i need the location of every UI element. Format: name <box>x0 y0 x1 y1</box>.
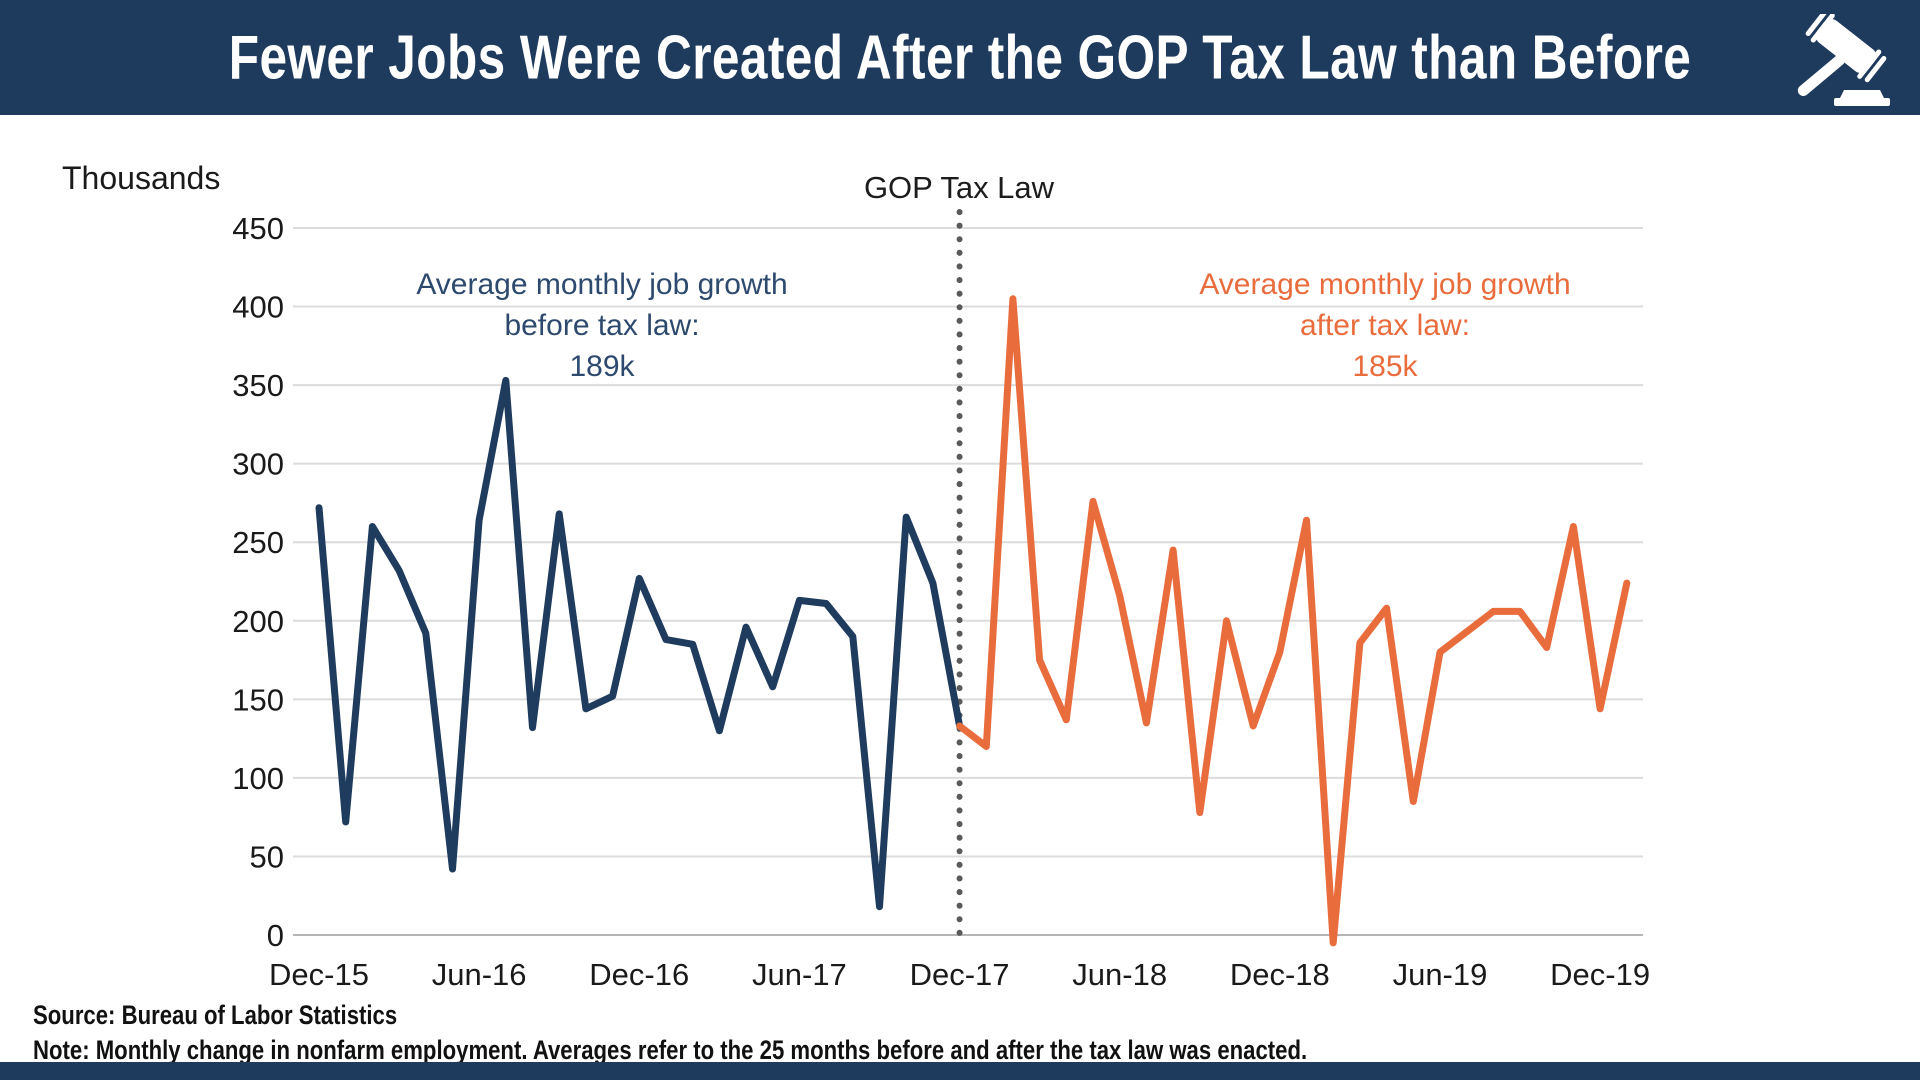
before-series-line <box>315 376 964 911</box>
x-axis-label-Jun-19: Jun-19 <box>1393 957 1488 992</box>
x-axis-label-Dec-15: Dec-15 <box>269 957 369 992</box>
y-axis-label-200: 200 <box>232 604 284 639</box>
x-axis-label-Jun-17: Jun-17 <box>752 957 847 992</box>
after-annotation-line2: after tax law: <box>1299 309 1471 342</box>
event-line-label: GOP Tax Law <box>863 170 1055 205</box>
y-axis-label-450: 450 <box>232 211 284 246</box>
y-axis-label-350: 350 <box>232 368 284 403</box>
y-axis-label-50: 50 <box>250 839 284 874</box>
x-axis-label-Dec-19: Dec-19 <box>1550 957 1650 992</box>
after-average-annotation: Average monthly job growth after tax law… <box>1115 264 1655 387</box>
after-annotation-line1: Average monthly job growth <box>1199 268 1571 301</box>
gavel-icon <box>1797 14 1890 106</box>
y-axis-label-300: 300 <box>232 447 284 482</box>
x-axis-label-Dec-17: Dec-17 <box>910 957 1010 992</box>
footer-bar <box>0 1062 1920 1080</box>
y-axis-label-100: 100 <box>232 761 284 796</box>
x-axis-label-Jun-16: Jun-16 <box>432 957 527 992</box>
x-axis-label-Dec-18: Dec-18 <box>1230 957 1330 992</box>
header-bar: Fewer Jobs Were Created After the GOP Ta… <box>0 0 1920 115</box>
page-title: Fewer Jobs Were Created After the GOP Ta… <box>228 23 1692 92</box>
before-annotation-line1: Average monthly job growth <box>416 268 788 301</box>
before-annotation-line2: before tax law: <box>504 309 700 342</box>
before-annotation-value: 189k <box>569 350 635 383</box>
y-axis-label-0: 0 <box>267 918 284 953</box>
source-text: Source: Bureau of Labor Statistics <box>33 1000 398 1030</box>
y-axis-unit-label: Thousands <box>62 160 221 196</box>
y-axis-label-400: 400 <box>232 290 284 325</box>
note-text: Note: Monthly change in nonfarm employme… <box>33 1035 1308 1065</box>
y-axis-label-150: 150 <box>232 682 284 717</box>
y-axis-label-250: 250 <box>232 525 284 560</box>
x-axis-label-Dec-16: Dec-16 <box>589 957 689 992</box>
x-axis-label-Jun-18: Jun-18 <box>1072 957 1167 992</box>
after-annotation-value: 185k <box>1352 350 1418 383</box>
before-average-annotation: Average monthly job growth before tax la… <box>332 264 872 387</box>
after-series-line <box>956 295 1631 947</box>
